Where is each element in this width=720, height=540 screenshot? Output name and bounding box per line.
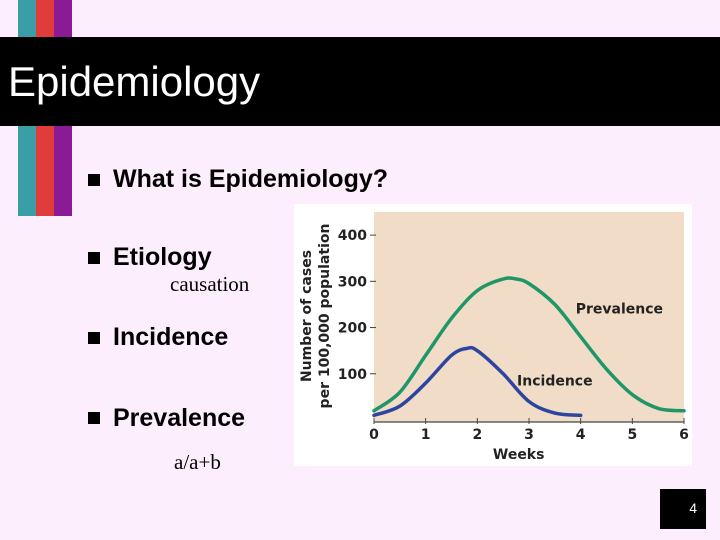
series-line-incidence	[372, 345, 583, 418]
slide-title: Epidemiology	[8, 58, 261, 105]
decor-stripe-red	[36, 0, 54, 37]
bullet-incidence: Incidence	[113, 323, 229, 351]
bullet-what-is-epidemiology: What is Epidemiology?	[113, 165, 389, 193]
x-tick-label: 5	[627, 427, 637, 443]
title-bar	[0, 37, 720, 126]
y-axis-title-line2: per 100,000 population	[317, 224, 333, 409]
x-tick-label: 6	[679, 427, 689, 443]
x-tick-label: 2	[472, 427, 482, 443]
y-tick-label: 200	[338, 321, 367, 337]
x-tick-label: 1	[421, 427, 431, 443]
y-tick-label: 100	[338, 367, 367, 383]
y-axis-title-line1: Number of cases	[299, 250, 315, 382]
decor-stripe-purple	[54, 0, 72, 37]
y-tick-label: 400	[338, 228, 367, 244]
plot-area	[374, 212, 684, 422]
decor-stripe-teal	[18, 0, 36, 37]
bullet-marker	[88, 332, 100, 344]
decor-stripe-purple-lower	[54, 126, 72, 216]
x-tick-label: 3	[524, 427, 534, 443]
x-tick-label: 0	[369, 427, 379, 443]
series-line-prevalence	[372, 276, 686, 413]
incidence-prevalence-chart: 100 200 300 400 0 1 2 3 4 5 6 Weeks Number of cases p…	[294, 204, 692, 466]
y-tick-label: 300	[338, 274, 367, 290]
bullet-marker	[88, 174, 100, 186]
x-axis-title: Weeks	[493, 447, 545, 463]
bullet-marker	[88, 412, 100, 424]
x-tick-label: 4	[576, 427, 586, 443]
bullet-marker	[88, 252, 100, 264]
etiology-subtext: causation	[170, 272, 250, 296]
prevalence-formula: a/a+b	[174, 450, 221, 474]
slide-number: 4	[660, 489, 706, 529]
annotation-incidence: Incidence	[517, 373, 593, 389]
bullet-etiology: Etiology	[113, 243, 212, 271]
decor-stripe-teal-lower	[18, 126, 36, 216]
decor-stripe-red-lower	[36, 126, 54, 216]
annotation-prevalence: Prevalence	[576, 302, 663, 318]
bullet-prevalence: Prevalence	[113, 404, 246, 432]
